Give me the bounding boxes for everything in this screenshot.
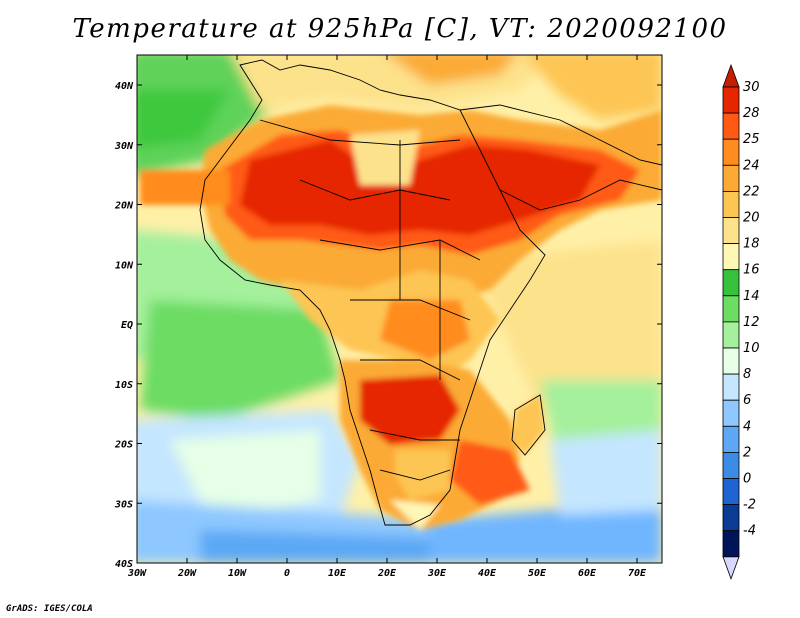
colorbar-label: 12 (743, 315, 760, 330)
colorbar-label: 20 (743, 211, 760, 226)
colorbar-label: -4 (743, 524, 756, 539)
colorbar-swatch (722, 190, 740, 218)
colorbar-swatch (722, 451, 740, 479)
lon-tick-label: 50E (528, 568, 547, 579)
longitude-labels: 30W 20W 10W 0 10E 20E 30E 40E 50E 60E 70E (127, 568, 647, 579)
colorbar-label: 24 (743, 158, 760, 173)
colorbar-top-arrow (722, 63, 740, 88)
colorbar-label: 4 (743, 419, 751, 434)
colorbar-label: 8 (743, 367, 751, 382)
colorbar-label: 22 (743, 184, 760, 199)
lat-tick-label: 10N (115, 260, 134, 271)
colorbar-swatch (722, 530, 740, 558)
lon-tick-label: 70E (628, 568, 647, 579)
colorbar-swatch (722, 86, 740, 114)
lat-tick-label: 20N (114, 201, 134, 212)
map-frame (136, 54, 663, 564)
colorbar-swatch (722, 399, 740, 427)
colorbar-swatch (722, 347, 740, 375)
lon-tick-label: 30W (127, 568, 147, 579)
colorbar-swatch (722, 164, 740, 192)
colorbar-label: -2 (743, 498, 756, 513)
lat-tick-label: 20S (114, 440, 133, 451)
colorbar-label: 10 (743, 341, 760, 356)
colorbar-label: 25 (743, 132, 760, 147)
lon-tick-label: 30E (427, 568, 447, 579)
lon-tick-label: 20E (377, 568, 397, 579)
lon-tick-label: 10W (228, 568, 247, 579)
colorbar-bottom-arrow (722, 556, 740, 580)
lon-tick-label: 40E (478, 568, 497, 579)
colorbar-label: 14 (743, 289, 760, 304)
colorbar-label: 6 (743, 393, 751, 408)
latitude-labels: 40N 30N 20N 10N EQ 10S 20S 30S 40S (114, 81, 134, 570)
colorbar-label: 0 (743, 472, 751, 487)
colorbar-label: 30 (743, 80, 760, 95)
coastlines (199, 59, 662, 526)
lat-tick-label: EQ (121, 320, 133, 331)
lat-tick-label: 40S (115, 559, 133, 570)
colorbar-swatch (722, 373, 740, 401)
colorbar-swatch (722, 295, 740, 323)
colorbar-swatch (722, 138, 740, 166)
lon-tick-label: 0 (284, 568, 290, 579)
colorbar-swatch (722, 504, 740, 532)
colorbar-label: 28 (743, 106, 760, 121)
lon-tick-label: 60E (578, 568, 597, 579)
lat-tick-label: 10S (115, 380, 133, 391)
grads-credit: GrADS: IGES/COLA (6, 604, 93, 614)
lon-tick-label: 10E (328, 568, 347, 579)
colorbar-label: 18 (743, 237, 760, 252)
axis-ticks (136, 55, 662, 564)
lat-tick-label: 40N (115, 81, 134, 92)
lat-tick-label: 30S (114, 499, 133, 510)
colorbar-swatch (722, 112, 740, 140)
colorbar-swatch (722, 269, 740, 297)
colorbar-swatch (722, 217, 740, 245)
lat-tick-label: 30N (114, 141, 134, 152)
colorbar-label: 16 (743, 263, 760, 278)
chart-title: Temperature at 925hPa [C], VT: 202009210… (72, 14, 728, 44)
colorbar-swatch (722, 321, 740, 349)
lon-tick-label: 20W (177, 568, 197, 579)
colorbar-swatch (722, 478, 740, 506)
colorbar-swatch (722, 243, 740, 271)
colorbar-label: 2 (743, 445, 751, 460)
temperature-field (137, 55, 662, 563)
colorbar-swatch (722, 425, 740, 453)
